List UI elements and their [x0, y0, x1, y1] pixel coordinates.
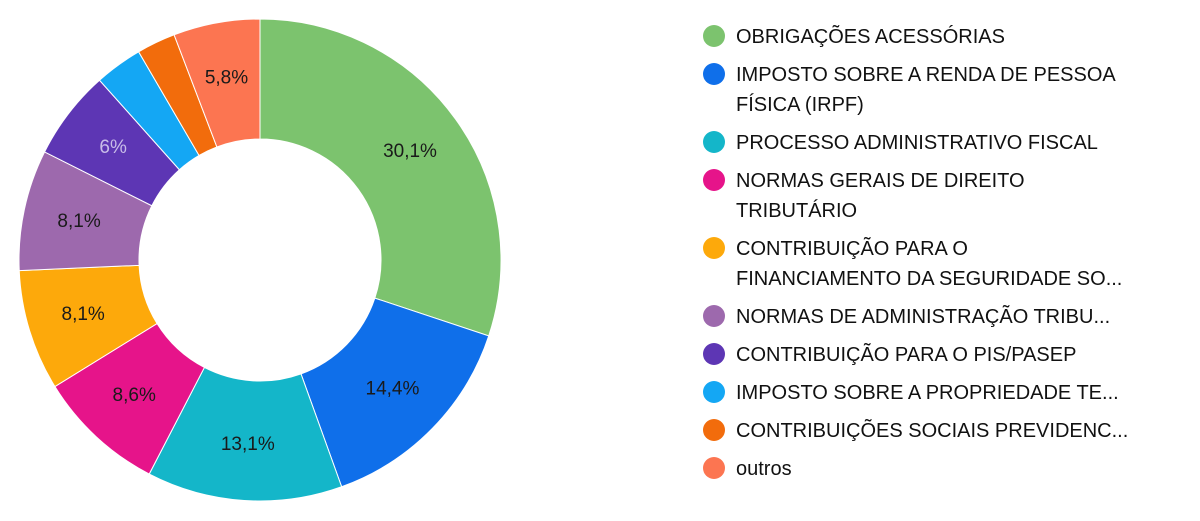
slice-value-label: 8,1%	[57, 211, 100, 232]
donut-slice[interactable]	[300, 297, 490, 488]
slice-value-label: 13,1%	[221, 434, 275, 455]
slice-value-label: 14,4%	[366, 379, 420, 400]
legend-label: CONTRIBUIÇÃO PARA O FINANCIAMENTO DA SEG…	[736, 238, 1123, 290]
legend-item[interactable]: IMPOSTO SOBRE A RENDA DE PESSOA FÍSICA (…	[703, 60, 1173, 120]
slice-value-label: 30,1%	[383, 141, 437, 162]
legend-swatch-icon	[703, 63, 725, 85]
legend-swatch-icon	[703, 419, 725, 441]
legend-item[interactable]: OBRIGAÇÕES ACESSÓRIAS	[703, 22, 1173, 52]
legend-label: NORMAS DE ADMINISTRAÇÃO TRIBU...	[736, 306, 1111, 328]
chart-legend: OBRIGAÇÕES ACESSÓRIAS IMPOSTO SOBRE A REN…	[703, 22, 1173, 492]
donut-chart: 30,1% 14,4% 13,1% 8,6% 8,1% 8,1% 6% 5,8%	[18, 18, 502, 502]
slice-value-label: 8,1%	[62, 304, 105, 325]
legend-item[interactable]: CONTRIBUIÇÃO PARA O PIS/PASEP	[703, 340, 1173, 370]
donut-slice[interactable]	[173, 18, 261, 148]
legend-label: OBRIGAÇÕES ACESSÓRIAS	[736, 26, 1005, 48]
slice-value-label: 6%	[99, 137, 127, 158]
legend-swatch-icon	[703, 131, 725, 153]
legend-label: CONTRIBUIÇÕES SOCIAIS PREVIDENC...	[736, 420, 1129, 442]
legend-swatch-icon	[703, 169, 725, 191]
legend-swatch-icon	[703, 305, 725, 327]
legend-label: IMPOSTO SOBRE A RENDA DE PESSOA FÍSICA (…	[736, 64, 1116, 116]
legend-item[interactable]: CONTRIBUIÇÕES SOCIAIS PREVIDENC...	[703, 416, 1173, 446]
legend-label: outros	[736, 458, 792, 480]
legend-label: NORMAS GERAIS DE DIREITO TRIBUTÁRIO	[736, 170, 1025, 222]
legend-item[interactable]: IMPOSTO SOBRE A PROPRIEDADE TE...	[703, 378, 1173, 408]
legend-label: IMPOSTO SOBRE A PROPRIEDADE TE...	[736, 382, 1119, 404]
donut-slice[interactable]	[148, 366, 343, 502]
legend-swatch-icon	[703, 381, 725, 403]
legend-swatch-icon	[703, 237, 725, 259]
legend-item[interactable]: CONTRIBUIÇÃO PARA O FINANCIAMENTO DA SEG…	[703, 234, 1173, 294]
legend-label: CONTRIBUIÇÃO PARA O PIS/PASEP	[736, 344, 1077, 366]
slice-value-label: 8,6%	[113, 385, 156, 406]
legend-swatch-icon	[703, 25, 725, 47]
donut-slice[interactable]	[259, 18, 502, 337]
legend-item[interactable]: PROCESSO ADMINISTRATIVO FISCAL	[703, 128, 1173, 158]
legend-swatch-icon	[703, 343, 725, 365]
legend-label: PROCESSO ADMINISTRATIVO FISCAL	[736, 132, 1098, 154]
legend-item[interactable]: NORMAS GERAIS DE DIREITO TRIBUTÁRIO	[703, 166, 1173, 226]
slice-value-label: 5,8%	[205, 68, 248, 89]
legend-item[interactable]: NORMAS DE ADMINISTRAÇÃO TRIBU...	[703, 302, 1173, 332]
legend-item[interactable]: outros	[703, 454, 1173, 484]
legend-swatch-icon	[703, 457, 725, 479]
